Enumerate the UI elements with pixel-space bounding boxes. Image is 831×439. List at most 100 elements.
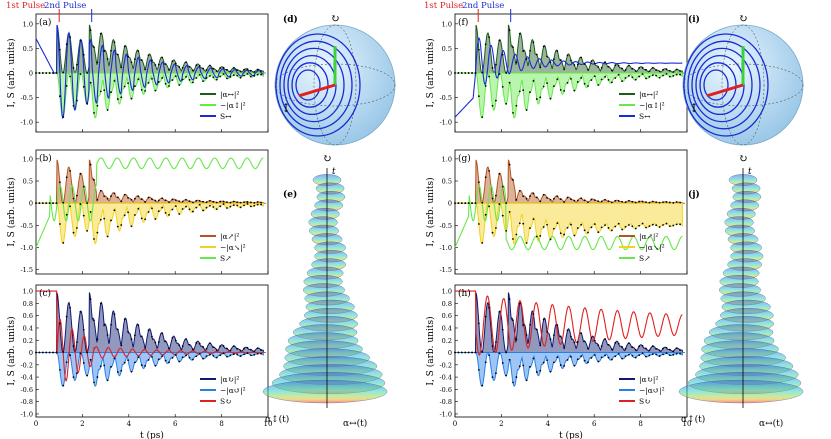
data-point [505, 102, 508, 105]
data-point [246, 68, 249, 71]
data-point [553, 197, 555, 200]
data-point [634, 201, 637, 204]
data-point [232, 66, 235, 69]
data-point [624, 69, 627, 71]
data-point [474, 351, 477, 354]
data-point [515, 104, 518, 107]
y-tick-label: -0.4 [439, 374, 452, 382]
data-point [191, 358, 194, 361]
data-point [607, 356, 610, 359]
data-point [501, 185, 504, 188]
data-point [222, 66, 225, 69]
data-point [76, 63, 78, 66]
data-point [69, 75, 72, 78]
data-point [563, 233, 566, 236]
data-point [641, 345, 644, 347]
data-point [539, 66, 542, 69]
data-point [35, 202, 37, 205]
data-point [631, 346, 634, 349]
data-point [488, 205, 491, 208]
data-point [195, 77, 198, 79]
data-point [62, 351, 65, 353]
y-tick-label: -0.8 [20, 398, 33, 406]
data-point [222, 73, 225, 75]
data-point [157, 210, 160, 213]
data-point [164, 82, 167, 85]
data-point [498, 310, 501, 313]
data-point [202, 80, 205, 83]
data-point [593, 223, 596, 226]
data-point [110, 91, 112, 94]
data-point [106, 109, 109, 111]
data-point [260, 352, 262, 355]
data-point [171, 208, 174, 211]
data-point [236, 347, 239, 350]
data-point [546, 223, 548, 226]
data-point [498, 39, 501, 42]
alpha-v-label: α↕(t) [265, 414, 289, 425]
data-point [178, 66, 181, 68]
data-point [130, 225, 133, 228]
data-point [99, 302, 102, 305]
data-point [570, 223, 572, 226]
data-point [522, 364, 525, 367]
data-point [576, 227, 579, 229]
data-point [232, 353, 235, 356]
data-point [185, 75, 187, 78]
trajectory-loop [699, 62, 737, 108]
data-point [460, 72, 463, 74]
data-point [120, 344, 123, 347]
sphere-i: ↻↕ [682, 12, 804, 146]
data-point [188, 200, 191, 203]
data-point [171, 336, 174, 339]
data-point [675, 347, 678, 350]
y-tick-label: -0.2 [439, 361, 452, 369]
data-point [518, 222, 521, 225]
legend-label: |α↔|² [639, 90, 658, 99]
data-point [563, 89, 566, 92]
data-point [103, 364, 106, 367]
data-point [79, 352, 82, 355]
data-point [525, 58, 528, 60]
data-point [76, 372, 78, 375]
data-point [631, 67, 634, 70]
data-point [665, 222, 668, 225]
y-tick-label: 0 [448, 200, 452, 208]
data-point [209, 64, 211, 67]
panel-h: 1.00.80.60.40.20-0.2-0.4-0.6-0.8-1.00 2 4 6… [425, 284, 691, 439]
data-point [515, 338, 518, 341]
data-point [573, 341, 576, 344]
data-point [185, 61, 187, 64]
x-axis-label: t (ps) [559, 430, 583, 439]
data-point [236, 353, 239, 356]
data-point [96, 198, 99, 201]
data-point [147, 196, 150, 199]
data-point [239, 349, 242, 352]
data-point [226, 68, 228, 71]
data-point [154, 364, 157, 367]
data-point [559, 88, 562, 91]
data-point [668, 354, 671, 357]
data-point [668, 201, 671, 204]
data-point [140, 335, 143, 338]
data-point [648, 225, 651, 228]
data-point [232, 200, 235, 203]
data-point [566, 81, 569, 84]
panel-a: 1.0 0.5 0 -0.5 -1.0 (a) |α↔|² −|α↕|² S↔ I, S (arb… [6, 9, 269, 133]
data-point [624, 225, 627, 228]
data-point [219, 200, 222, 203]
data-point [546, 359, 548, 362]
data-point [93, 46, 95, 49]
data-point [580, 355, 583, 358]
data-point [58, 223, 61, 225]
data-point [96, 231, 99, 234]
legend-label: −|α↕|² [639, 101, 665, 110]
data-point [481, 241, 484, 244]
data-point [65, 213, 68, 216]
trajectory-loop [295, 69, 321, 101]
data-point [505, 202, 508, 205]
data-point [515, 376, 518, 378]
data-point [147, 358, 150, 361]
y-tick-label: 1.0 [442, 155, 452, 163]
data-point [205, 69, 208, 71]
